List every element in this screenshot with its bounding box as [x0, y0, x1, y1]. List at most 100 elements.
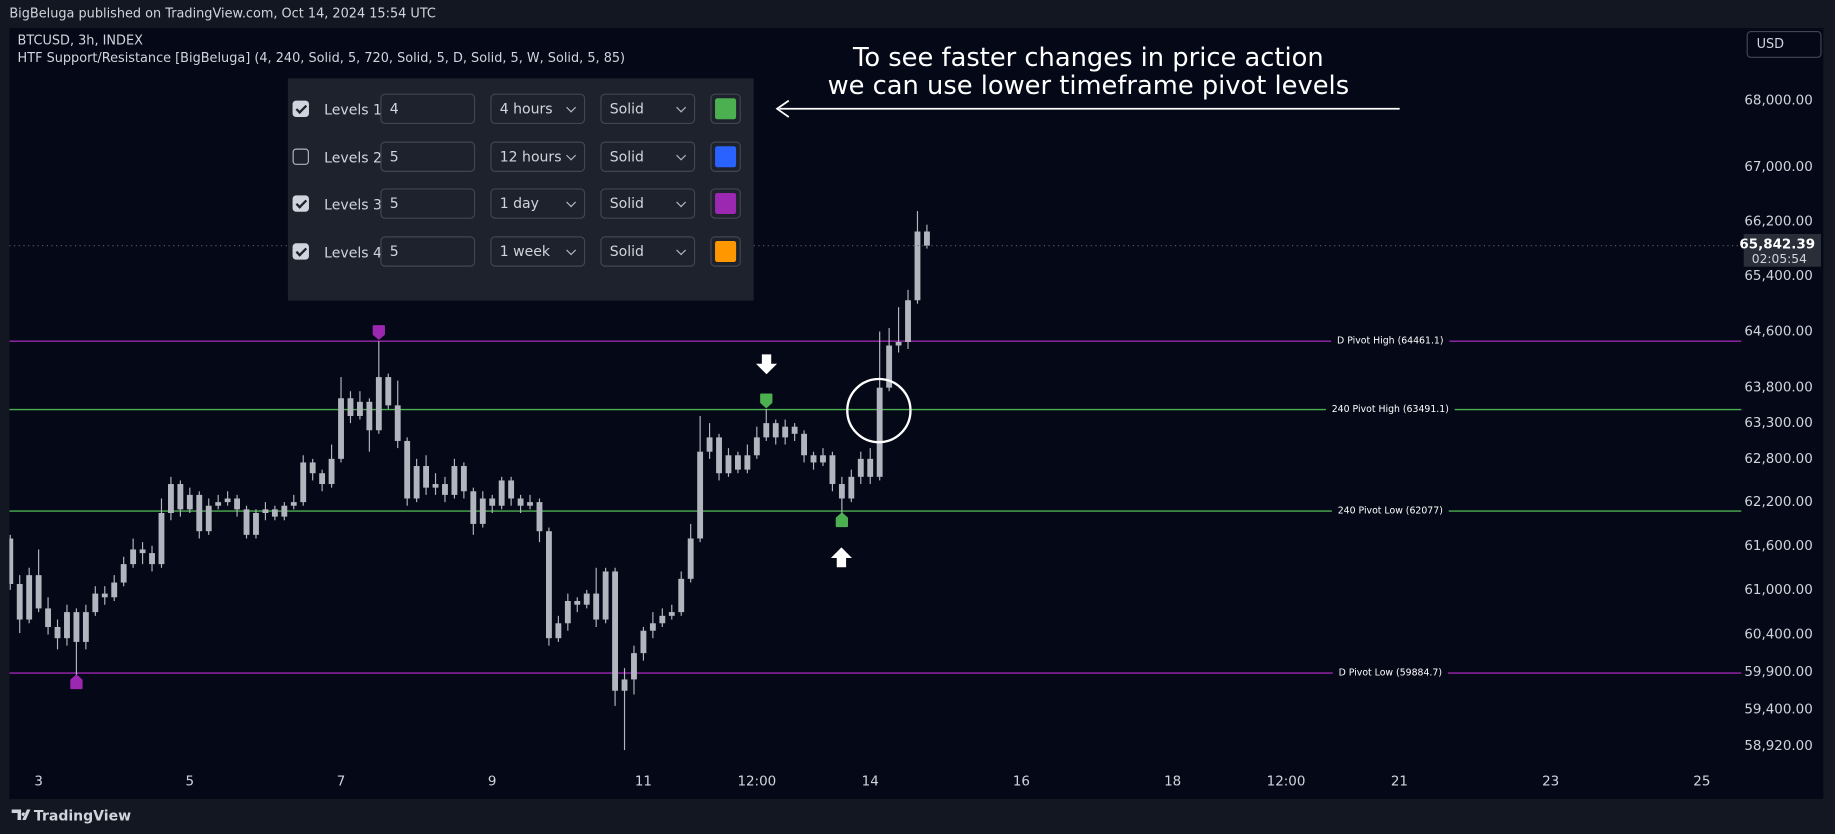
candle-body [470, 491, 477, 524]
x-tick-label: 16 [1013, 774, 1030, 789]
chevron [676, 197, 687, 208]
chevron [676, 150, 687, 160]
candle-body [678, 578, 685, 613]
pivot-marker [70, 674, 83, 690]
style-select[interactable]: Solid [600, 235, 696, 267]
candle-body [442, 484, 448, 495]
length-input[interactable]: 5 [380, 235, 476, 267]
color-swatch[interactable] [710, 140, 741, 172]
candle-body [234, 498, 241, 510]
level-label: D Pivot Low (59884.7) [1339, 668, 1442, 679]
currency-label[interactable]: USD [1757, 37, 1785, 52]
candle-body [905, 300, 911, 342]
y-tick-label: 62,800.00 [1744, 452, 1812, 467]
candle-body [45, 608, 51, 627]
color-swatch[interactable] [710, 188, 741, 219]
candle-body [734, 455, 741, 470]
candle-body [262, 509, 269, 513]
down-arrow [756, 354, 778, 375]
timeframe-select[interactable]: 4 hours [490, 93, 586, 124]
candle-body [489, 498, 496, 506]
candle-body [602, 571, 609, 620]
currency-button[interactable] [1746, 30, 1822, 58]
candle-body [158, 512, 165, 565]
level-label: 240 Pivot Low (62077) [1338, 506, 1443, 517]
level-label: 240 Pivot High (63491.1) [1332, 404, 1449, 415]
chevron [566, 197, 577, 208]
candle-body [26, 575, 33, 620]
candle-body [423, 466, 430, 488]
row-label: Levels 4 [324, 243, 382, 261]
x-tick-label: 23 [1542, 774, 1559, 789]
candle-body [101, 593, 108, 598]
candle-body [451, 466, 458, 495]
checkbox[interactable] [292, 195, 309, 212]
x-tick-label: 14 [862, 774, 879, 789]
level-label-background [1325, 402, 1455, 417]
color-swatch[interactable] [710, 235, 741, 267]
candle-body [867, 458, 874, 477]
timeframe-select[interactable]: 12 hours [490, 140, 586, 172]
level-label-background [1332, 666, 1448, 681]
y-tick-label: 63,300.00 [1744, 416, 1812, 431]
candle-body [914, 231, 921, 301]
candle-body [460, 466, 467, 492]
candle-body [300, 462, 307, 503]
candle-body [120, 564, 127, 583]
annotation-line: To see faster changes in price action [852, 43, 1324, 73]
length-input[interactable]: 5 [380, 188, 476, 219]
annotation-line: we can use lower timeframe pivot levels [828, 71, 1350, 101]
candle-body [498, 480, 505, 506]
color-fill [715, 240, 737, 262]
candle-body [886, 345, 893, 388]
checkbox[interactable] [292, 100, 309, 117]
timeframe-select[interactable]: 1 day [490, 188, 586, 219]
candle-body [527, 502, 533, 506]
y-tick-label: 59,900.00 [1744, 665, 1812, 680]
pivot-marker [372, 325, 385, 340]
chart-background [9, 28, 1824, 799]
brand-name: TradingView [34, 808, 131, 824]
candle-body [281, 505, 288, 517]
candle-body [659, 615, 666, 624]
candle-body [413, 466, 420, 499]
last-price-tag [1743, 233, 1821, 267]
style-select[interactable]: Solid [600, 93, 696, 124]
y-tick-label: 63,800.00 [1744, 381, 1812, 396]
color-swatch[interactable] [710, 93, 741, 124]
x-tick-label: 18 [1164, 774, 1181, 789]
y-tick-label: 65,400.00 [1744, 269, 1812, 284]
candle-body [186, 494, 193, 510]
x-tick-label: 25 [1693, 774, 1710, 789]
chevron [566, 150, 577, 160]
style-select[interactable]: Solid [600, 188, 696, 219]
y-tick-label: 61,600.00 [1744, 539, 1812, 554]
candle-body [215, 502, 222, 506]
candle-body [876, 387, 883, 477]
candle-body [309, 462, 316, 474]
length-input[interactable]: 4 [380, 93, 476, 124]
candle-body [706, 437, 713, 452]
timeframe-select[interactable]: 1 week [490, 235, 586, 267]
candle-body [177, 484, 184, 510]
checkbox[interactable] [292, 147, 309, 165]
candle-body [536, 502, 543, 532]
candle-body [366, 401, 373, 431]
candle-body [791, 426, 798, 434]
candle-body [356, 401, 363, 417]
candle-body [139, 549, 146, 554]
style-select[interactable]: Solid [600, 140, 696, 172]
last-price-label: 65,842.39 [1739, 238, 1815, 253]
checkbox[interactable] [292, 242, 309, 260]
candle-body [838, 484, 845, 499]
candle-body [621, 679, 628, 691]
candle-body [54, 626, 61, 639]
length-input[interactable]: 5 [380, 140, 476, 172]
annotation-arrowhead [775, 99, 790, 118]
candle-body [432, 484, 439, 488]
y-tick-label: 58,920.00 [1744, 739, 1812, 754]
